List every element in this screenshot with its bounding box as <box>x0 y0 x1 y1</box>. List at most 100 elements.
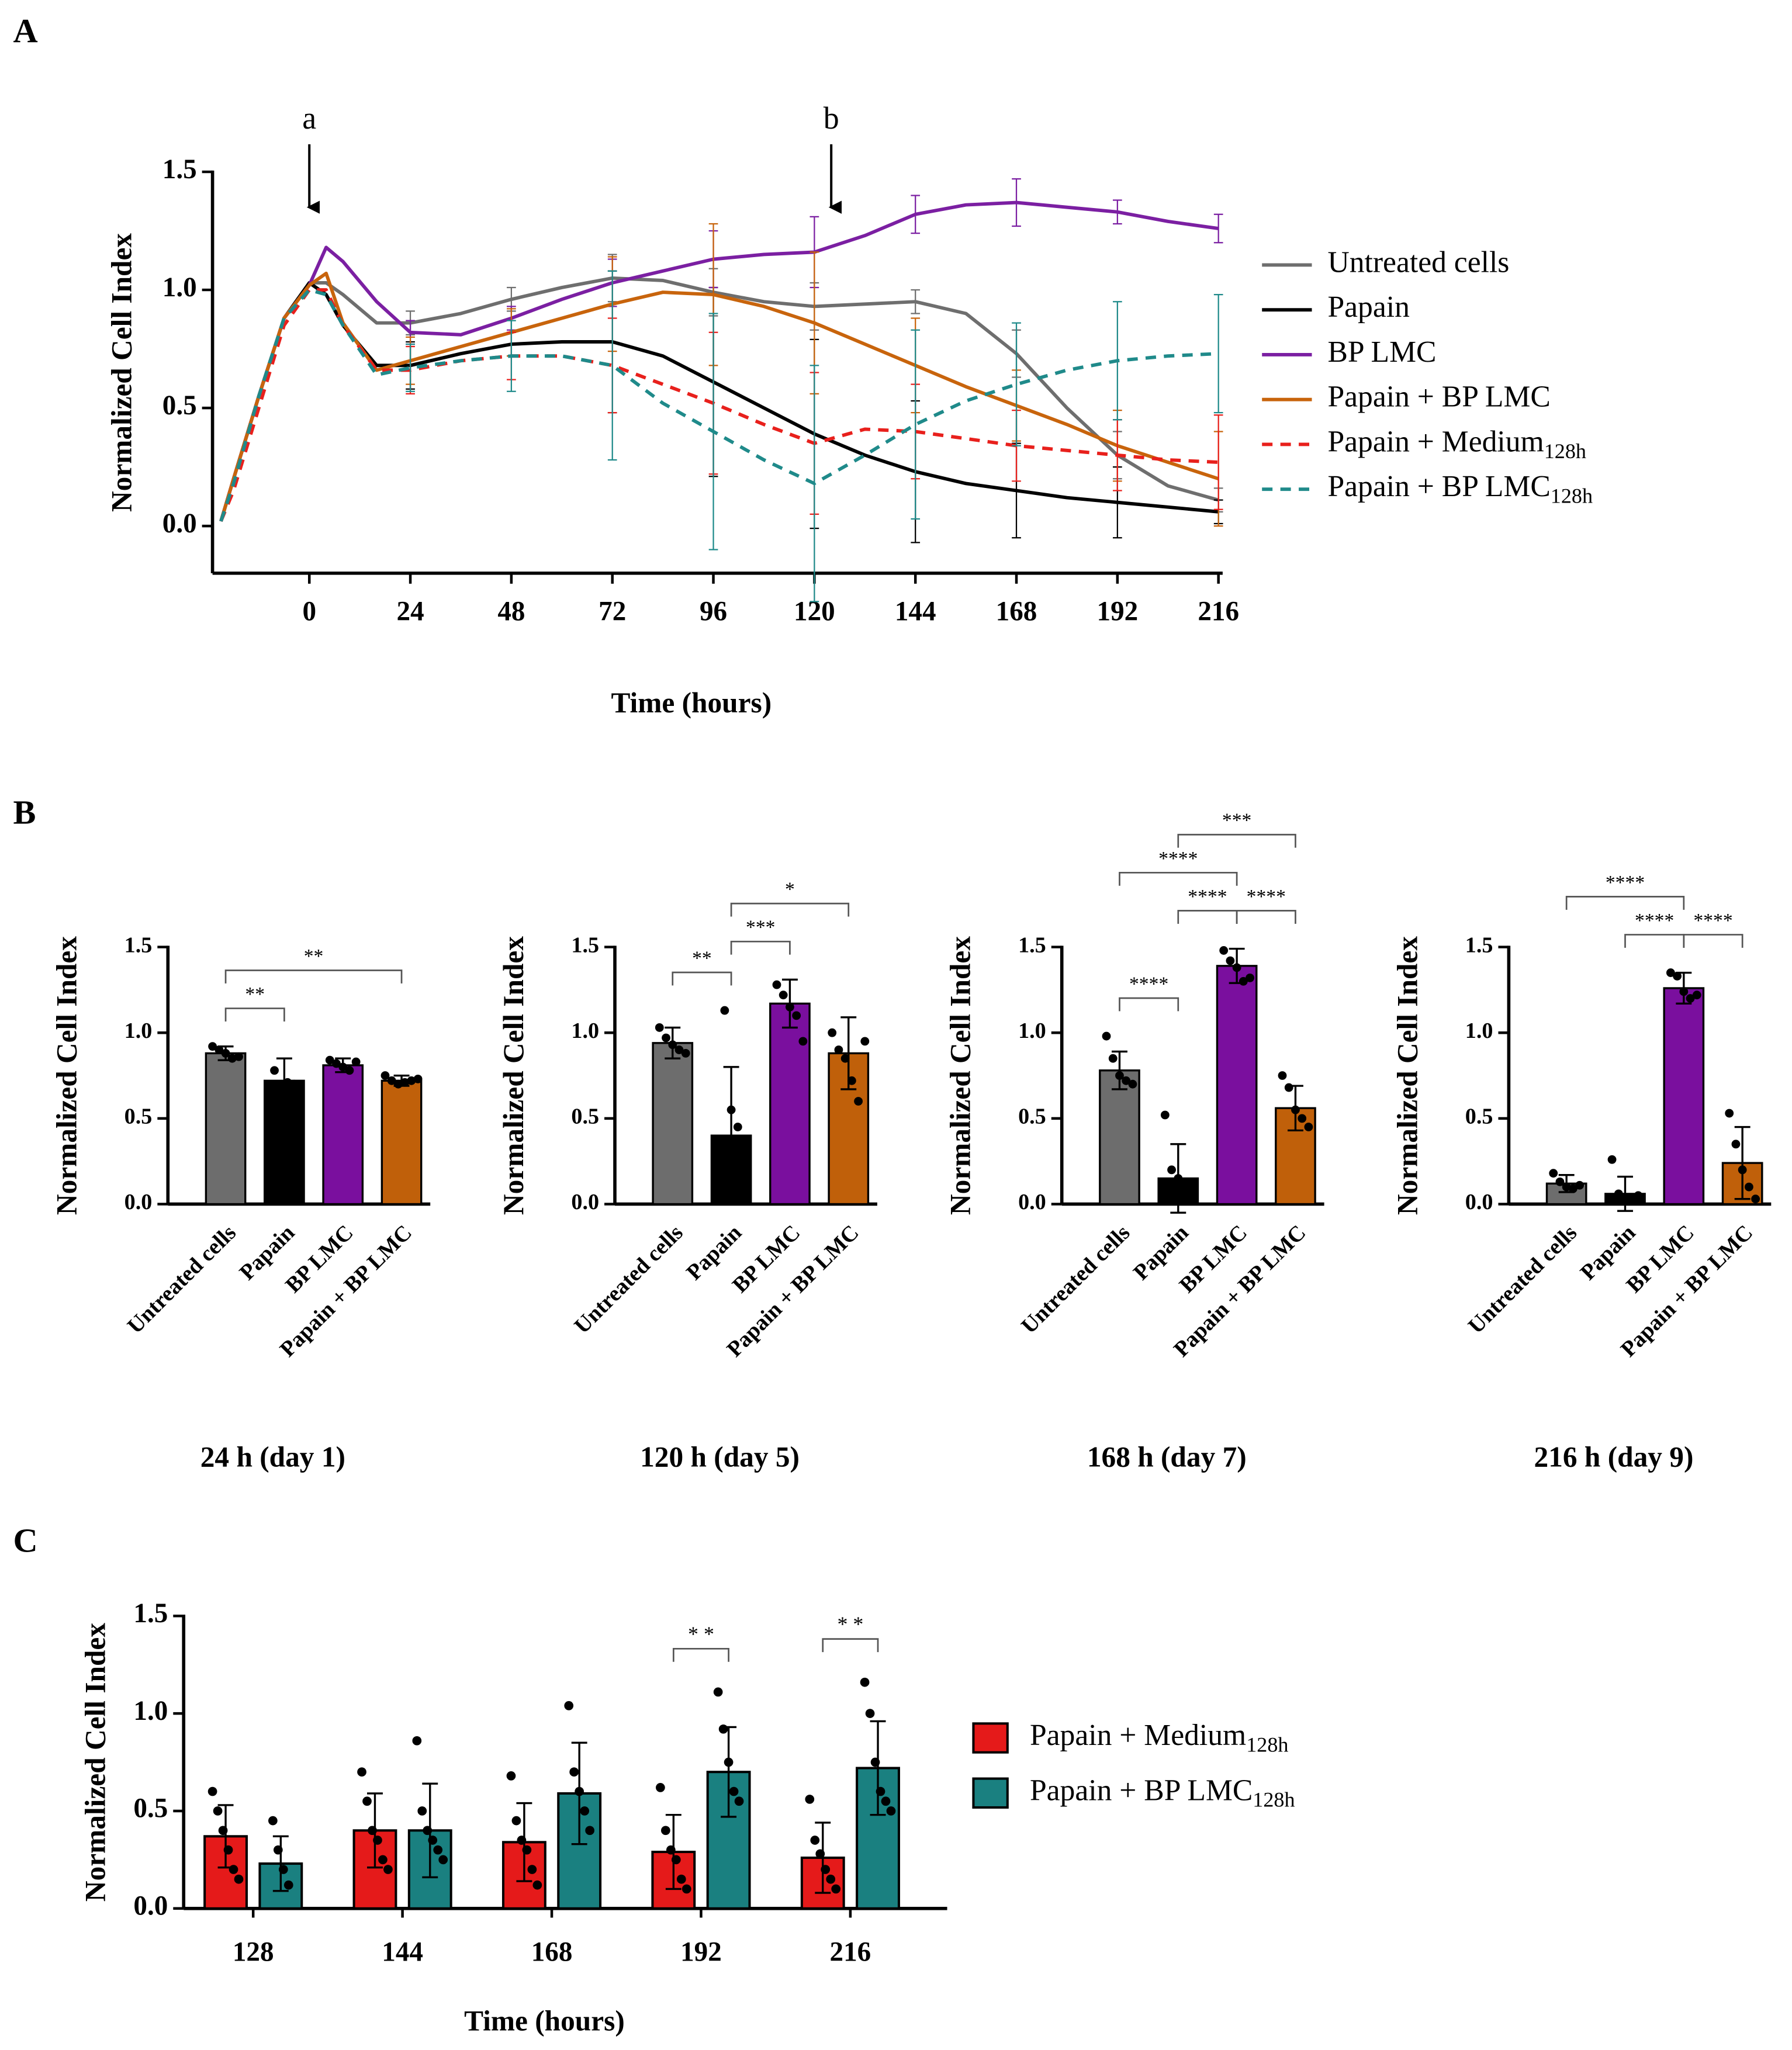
data-point <box>840 1054 850 1063</box>
significance-label: **** <box>1693 910 1732 931</box>
data-point <box>218 1826 228 1836</box>
significance-label: **** <box>1606 872 1645 894</box>
data-point <box>506 1771 516 1781</box>
data-point <box>1568 1184 1577 1193</box>
data-point <box>671 1855 681 1865</box>
significance-label: **** <box>1158 848 1198 870</box>
error-bar <box>406 343 415 392</box>
significance-label: **** <box>1129 974 1168 995</box>
data-point <box>805 1795 815 1804</box>
chart-title: 120 h (day 5) <box>640 1440 800 1473</box>
data-point <box>234 1874 244 1884</box>
data-point <box>1549 1169 1558 1178</box>
data-point <box>1744 1182 1753 1192</box>
x-tick-label: 168 <box>996 597 1037 627</box>
data-point <box>1562 1182 1571 1192</box>
legend-text: Papain + BP LMC <box>1327 380 1550 414</box>
legend-subscript: 128h <box>1246 1733 1288 1757</box>
data-point <box>821 1865 831 1874</box>
data-point <box>564 1701 574 1710</box>
data-point <box>1575 1180 1585 1190</box>
error-bar <box>1734 1126 1751 1200</box>
data-point <box>870 1757 880 1767</box>
data-point <box>338 1062 348 1072</box>
error-bar <box>723 1066 739 1206</box>
legend-entry: Papain + BP LMC128h <box>1030 1774 1295 1812</box>
significance-label: * * <box>688 1622 714 1646</box>
y-tick-label: 0.5 <box>571 1104 599 1129</box>
data-point <box>1621 1194 1630 1204</box>
y-axis-title: Normalized Cell Index <box>945 936 977 1215</box>
data-point <box>854 1097 863 1106</box>
data-point <box>387 1076 396 1085</box>
data-point <box>1298 1114 1307 1123</box>
legend-entry: Papain + Medium128h <box>1327 425 1586 463</box>
annotation: a <box>302 101 316 136</box>
data-point <box>798 1037 808 1046</box>
significance-label: *** <box>1222 810 1251 832</box>
error-bar <box>1213 294 1223 414</box>
data-point <box>1555 1177 1565 1186</box>
data-point <box>815 1849 825 1859</box>
y-tick-label: 0.0 <box>1018 1190 1046 1214</box>
data-point <box>383 1865 393 1874</box>
data-point <box>681 1048 690 1058</box>
significance-label: *** <box>746 917 775 939</box>
data-point <box>368 1826 377 1836</box>
data-point <box>522 1845 532 1855</box>
data-point <box>234 1052 243 1061</box>
data-point <box>351 1057 361 1066</box>
data-point <box>278 1865 288 1874</box>
data-point <box>575 1786 584 1796</box>
error-bar <box>1012 322 1021 446</box>
error-bar <box>840 1016 857 1090</box>
bar <box>1216 965 1258 1206</box>
y-axis-title: Normalized Cell Index <box>1391 936 1423 1215</box>
data-point <box>213 1806 223 1816</box>
data-point <box>666 1845 676 1855</box>
data-point <box>1634 1191 1643 1200</box>
legend-subscript: 128h <box>1253 1788 1295 1812</box>
chart-title: 216 h (day 9) <box>1534 1440 1694 1473</box>
data-point <box>676 1874 686 1884</box>
x-axis-title: Time (hours) <box>464 2005 625 2037</box>
x-tick-label: 168 <box>531 1937 573 1968</box>
y-tick-label: 1.5 <box>1018 933 1046 957</box>
data-point <box>438 1855 448 1865</box>
legend-text: Papain <box>1327 290 1410 324</box>
data-point <box>229 1865 238 1874</box>
data-point <box>734 1796 744 1806</box>
legend-text: Untreated cells <box>1327 245 1509 279</box>
data-point <box>655 1023 664 1032</box>
data-point <box>1219 946 1229 955</box>
data-point <box>1614 1189 1623 1199</box>
x-tick-label: 216 <box>1198 597 1239 627</box>
significance-label: ** <box>692 948 712 969</box>
data-point <box>772 980 781 989</box>
significance-label: **** <box>1247 886 1286 908</box>
x-tick-label: 96 <box>700 597 727 627</box>
data-point <box>417 1806 427 1816</box>
data-point <box>273 1845 283 1855</box>
data-point <box>1167 1165 1176 1175</box>
y-tick-label: 0.0 <box>162 508 197 539</box>
significance-bracket <box>822 1638 879 1653</box>
x-tick-label: 0 <box>302 597 316 627</box>
data-point <box>332 1059 341 1068</box>
data-point <box>289 1079 299 1089</box>
data-point <box>661 1826 670 1836</box>
data-point <box>1246 973 1254 982</box>
data-point <box>325 1055 334 1065</box>
data-point <box>1115 1071 1124 1080</box>
data-point <box>826 1874 836 1884</box>
x-tick-label: 72 <box>599 597 626 627</box>
data-point <box>283 1078 292 1087</box>
significance-bracket <box>1565 896 1685 910</box>
chart-title: 24 h (day 1) <box>200 1440 345 1473</box>
data-point <box>380 1071 390 1080</box>
data-point <box>1692 991 1701 1000</box>
significance-label: * <box>785 879 795 901</box>
y-tick-label: 0.0 <box>133 1891 168 1921</box>
data-point <box>1627 1196 1637 1206</box>
